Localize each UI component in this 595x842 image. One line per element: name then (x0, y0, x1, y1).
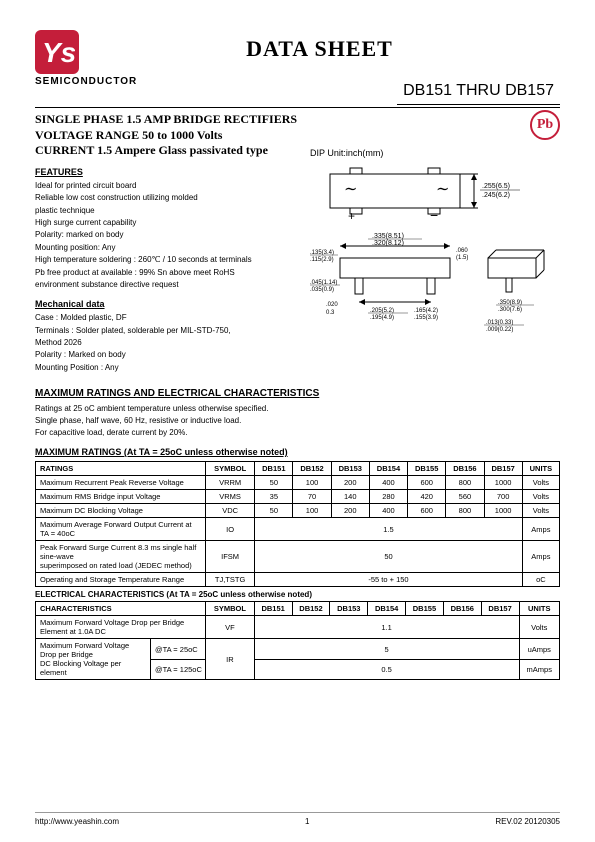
table-row: Operating and Storage Temperature RangeT… (36, 573, 560, 587)
page-title: DATA SHEET (79, 36, 560, 62)
svg-text:(1.5): (1.5) (456, 255, 468, 261)
col-head: SYMBOL (206, 462, 255, 476)
svg-text:.060: .060 (456, 248, 468, 254)
col-head: DB157 (484, 462, 522, 476)
col-head: DB151 (254, 602, 292, 616)
feature-item: Ideal for printed circuit board (35, 180, 300, 192)
svg-text:.195(4.9): .195(4.9) (370, 315, 394, 321)
col-head: DB155 (406, 602, 444, 616)
ratings-notes: Ratings at 25 oC ambient temperature unl… (35, 403, 560, 439)
product-line3: CURRENT 1.5 Ampere Glass passivated type (35, 143, 300, 159)
svg-text:.009(0.22): .009(0.22) (486, 327, 513, 333)
ratings-note-line: Ratings at 25 oC ambient temperature unl… (35, 403, 560, 415)
svg-text:.155(3.9): .155(3.9) (414, 315, 438, 321)
svg-text:Ys: Ys (42, 37, 75, 68)
col-head: DB156 (446, 462, 484, 476)
feature-item: Polarity: marked on body (35, 229, 300, 241)
col-head: DB157 (481, 602, 519, 616)
package-top-view: ∼ ∼ + − .255(6.5) .245(6.2) (310, 162, 540, 222)
svg-text:−: − (430, 207, 438, 222)
svg-text:.035(0.9): .035(0.9) (310, 287, 334, 293)
elec-char-table: CHARACTERISTICS SYMBOL DB151 DB152 DB153… (35, 601, 560, 680)
max-ratings-head: MAXIMUM RATINGS (At TA = 25oC unless oth… (35, 447, 560, 457)
mech-list: Case : Molded plastic, DF Terminals : So… (35, 312, 300, 374)
svg-text:.320(8.12): .320(8.12) (372, 240, 404, 247)
table-row: Maximum Forward Voltage Drop per Bridge … (36, 616, 560, 639)
col-head: DB152 (292, 602, 330, 616)
col-head: DB155 (408, 462, 446, 476)
table-row: Peak Forward Surge Current 8.3 ms single… (36, 541, 560, 573)
mech-item: Method 2026 (35, 337, 300, 349)
feature-item: plastic technique (35, 205, 300, 217)
svg-text:.165(4.2): .165(4.2) (414, 308, 438, 314)
svg-text:.300(7.6): .300(7.6) (498, 307, 522, 313)
col-head: DB156 (443, 602, 481, 616)
col-head: UNITS (522, 462, 559, 476)
svg-text:∼: ∼ (344, 181, 357, 198)
feature-item: Mounting position: Any (35, 242, 300, 254)
part-range: DB151 THRU DB157 (397, 80, 560, 105)
footer-rev: REV.02 20120305 (495, 817, 560, 826)
svg-text:.255(6.5): .255(6.5) (482, 183, 510, 190)
ratings-note-line: For capacitive load, derate current by 2… (35, 427, 560, 439)
svg-text:.020: .020 (326, 302, 338, 308)
features-list: Ideal for printed circuit board Reliable… (35, 180, 300, 292)
features-head: FEATURES (35, 167, 300, 177)
product-line1: SINGLE PHASE 1.5 AMP BRIDGE RECTIFIERS (35, 112, 300, 128)
pb-free-badge: Pb (530, 110, 560, 140)
svg-text:∼: ∼ (436, 181, 449, 198)
col-head: DB154 (368, 602, 406, 616)
package-dimension-view: .335(8.51) .320(8.12) .135(3.4) .115(2.9… (310, 228, 560, 338)
ratings-note-line: Single phase, half wave, 60 Hz, resistiv… (35, 415, 560, 427)
footer-url: http://www.yeashin.com (35, 817, 119, 826)
feature-item: Pb free product at available : 99% Sn ab… (35, 267, 300, 279)
col-head: UNITS (519, 602, 559, 616)
col-head: CHARACTERISTICS (36, 602, 206, 616)
mech-item: Mounting Position : Any (35, 362, 300, 374)
mech-item: Polarity : Marked on body (35, 349, 300, 361)
footer-page: 1 (305, 817, 309, 826)
table-row: Maximum Average Forward Output Current a… (36, 518, 560, 541)
svg-text:.115(2.9): .115(2.9) (310, 257, 334, 263)
col-head: DB153 (331, 462, 369, 476)
col-head: DB154 (369, 462, 407, 476)
divider (35, 107, 560, 108)
mech-item: Case : Molded plastic, DF (35, 312, 300, 324)
feature-item: High temperature soldering : 260℃ / 10 s… (35, 254, 300, 266)
page-footer: http://www.yeashin.com 1 REV.02 20120305 (35, 812, 560, 826)
brand-logo: Ys (35, 30, 79, 74)
table-row: Maximum Recurrent Peak Reverse VoltageVR… (36, 476, 560, 490)
max-ratings-table: RATINGS SYMBOL DB151 DB152 DB153 DB154 D… (35, 461, 560, 587)
table-row: Maximum RMS Bridge input VoltageVRMS 357… (36, 490, 560, 504)
col-head: DB151 (255, 462, 293, 476)
table-row: Maximum DC Blocking VoltageVDC 501002004… (36, 504, 560, 518)
dip-unit-label: DIP Unit:inch(mm) (310, 148, 560, 158)
svg-text:+: + (348, 209, 355, 222)
mech-item: Terminals : Solder plated, solderable pe… (35, 325, 300, 337)
col-head: DB152 (293, 462, 331, 476)
col-head: SYMBOL (206, 602, 255, 616)
feature-item: High surge current capability (35, 217, 300, 229)
table-row: Maximum Forward Voltage Drop per Bridge … (36, 639, 560, 660)
col-head: DB153 (330, 602, 368, 616)
ratings-section-head: MAXIMUM RATINGS AND ELECTRICAL CHARACTER… (35, 388, 560, 399)
brand-text: SEMICONDUCTOR (35, 76, 137, 87)
feature-item: Reliable low cost construction utilizing… (35, 192, 300, 204)
elec-char-head: ELECTRICAL CHARACTERISTICS (At TA = 25oC… (35, 590, 560, 599)
product-line2: VOLTAGE RANGE 50 to 1000 Volts (35, 128, 300, 144)
svg-text:0.3: 0.3 (326, 310, 335, 316)
svg-text:.245(6.2): .245(6.2) (482, 192, 510, 199)
col-head: RATINGS (36, 462, 206, 476)
mech-head: Mechanical data (35, 299, 300, 309)
feature-item: environment substance directive request (35, 279, 300, 291)
